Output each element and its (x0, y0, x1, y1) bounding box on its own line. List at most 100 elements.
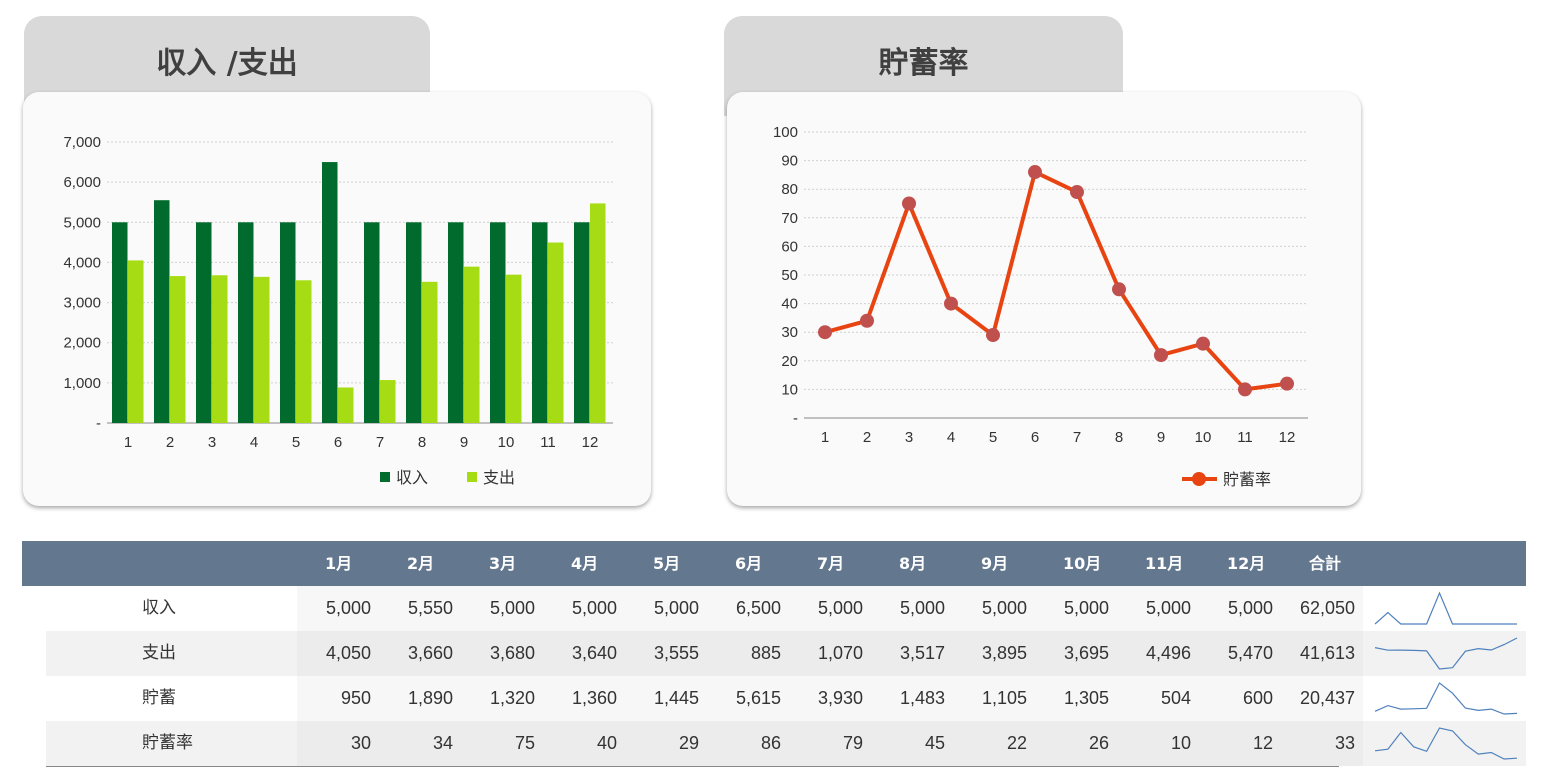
table-cell: 3,660 (407, 643, 453, 663)
line-x-tick-label: 1 (821, 429, 829, 446)
table-cell: 5,000 (1063, 598, 1109, 618)
table-cell: 40 (596, 733, 617, 753)
bar-income-1 (112, 222, 128, 423)
bar-expense-3 (212, 275, 228, 423)
table-cell: 33 (1334, 733, 1355, 753)
line-y-tick-label: 70 (781, 210, 798, 227)
line-x-tick-label: 10 (1195, 429, 1212, 446)
line-x-tick-label: 4 (947, 429, 955, 446)
savings-rate-point-6 (1028, 165, 1042, 180)
table-cell: 5,000 (981, 598, 1027, 618)
line-legend-label: 貯蓄率 (1223, 470, 1271, 489)
line-y-tick-label: 60 (781, 238, 798, 255)
table-cell: 1,360 (571, 688, 617, 708)
table-cell: 5,000 (325, 598, 371, 618)
table-header-month-4: 4月 (571, 554, 599, 573)
table-cell: 34 (432, 733, 453, 753)
table-header-month-9: 9月 (981, 554, 1009, 573)
table-cell: 885 (750, 643, 781, 663)
bar-y-tick-label: 2,000 (63, 335, 101, 352)
table-cell: 4,050 (325, 643, 371, 663)
table-cell: 5,550 (407, 598, 453, 618)
line-y-tick-label: 30 (781, 324, 798, 341)
line-y-tick-label: 20 (781, 353, 798, 370)
bar-y-tick-label: 1,000 (63, 375, 101, 392)
line-x-tick-label: 12 (1279, 429, 1296, 446)
bar-legend-label: 収入 (396, 468, 428, 487)
table-cell: 86 (760, 733, 781, 753)
table-cell: 5,000 (1227, 598, 1273, 618)
bar-y-tick-label: 7,000 (63, 134, 101, 151)
sparkline (1374, 591, 1517, 625)
table-cell: 1,070 (817, 643, 863, 663)
savings-rate-point-11 (1238, 382, 1252, 397)
table-header-month-7: 7月 (817, 554, 845, 573)
bar-x-tick-label: 11 (540, 434, 556, 451)
bar-expense-10 (506, 274, 522, 423)
bar-y-tick-label: - (96, 415, 101, 432)
table-cell: 1,483 (899, 688, 945, 708)
table-cell: 5,000 (899, 598, 945, 618)
table-cell: 29 (678, 733, 699, 753)
savings-rate-line (824, 170, 1288, 392)
row-values-area (297, 721, 1363, 766)
table-cell: 62,050 (1299, 598, 1355, 618)
bar-x-tick-label: 9 (460, 434, 468, 451)
table-cell: 12 (1252, 733, 1273, 753)
savings-rate-point-8 (1112, 282, 1126, 297)
bar-y-tick-label: 5,000 (63, 214, 101, 231)
table-bottom-border (46, 766, 1339, 767)
table-cell: 504 (1160, 688, 1191, 708)
line-y-tick-label: 100 (773, 124, 798, 141)
bar-expense-2 (170, 276, 186, 423)
table-header-total: 合計 (1309, 554, 1342, 573)
bar-income-10 (490, 222, 506, 423)
table-cell: 5,470 (1227, 643, 1273, 663)
table-cell: 3,555 (653, 643, 699, 663)
table-cell: 5,000 (653, 598, 699, 618)
line-x-tick-label: 8 (1115, 429, 1123, 446)
table-cell: 5,000 (489, 598, 535, 618)
bar-expense-9 (464, 266, 480, 423)
bar-income-11 (532, 222, 548, 423)
line-x-tick-label: 6 (1031, 429, 1039, 446)
table-header-month-2: 2月 (407, 554, 435, 573)
sparkline-path (1374, 637, 1518, 670)
table-cell: 1,305 (1063, 688, 1109, 708)
table-row: 貯蓄率 30 34 75 40 29 86 79 45 22 26 10 12 33 (46, 721, 1526, 766)
bar-x-tick-label: 3 (208, 434, 216, 451)
table-cell: 45 (924, 733, 945, 753)
bar-expense-4 (254, 276, 270, 423)
sparkline-path (1374, 727, 1518, 760)
savings-rate-point-5 (986, 328, 1000, 343)
line-y-tick-label: 50 (781, 267, 798, 284)
table-header-month-1: 1月 (325, 554, 353, 573)
table-cell: 30 (350, 733, 371, 753)
bar-income-12 (574, 222, 590, 423)
savings-rate-point-9 (1154, 348, 1168, 363)
savings-rate-chart-title: 貯蓄率 (878, 46, 969, 81)
bar-income-7 (364, 222, 380, 423)
bar-expense-12 (590, 203, 606, 423)
bar-y-tick-label: 3,000 (63, 295, 101, 312)
income-expense-chart: -1,000 2,000 3,000 4,000 5,000 6,000 7,000 1 2 3 4… (23, 92, 651, 506)
bar-x-tick-label: 7 (376, 434, 384, 451)
bar-legend-swatch (380, 472, 390, 482)
bar-expense-11 (548, 242, 564, 423)
table-cell: 3,680 (489, 643, 535, 663)
table-cell: 1,445 (653, 688, 699, 708)
table-cell: 5,615 (735, 688, 781, 708)
table-cell: 950 (340, 688, 371, 708)
table-cell: 3,930 (817, 688, 863, 708)
table-cell: 5,000 (571, 598, 617, 618)
savings-rate-point-12 (1280, 376, 1294, 391)
bar-expense-7 (380, 380, 396, 423)
savings-rate-point-10 (1196, 336, 1210, 351)
line-legend-marker (1192, 472, 1206, 486)
table-header: 1月 2月 3月 4月 5月 6月 7月 8月 9月 10月 11月 12月 合計 (22, 541, 1526, 586)
table-cell: 3,895 (981, 643, 1027, 663)
line-y-tick-label: 10 (781, 381, 798, 398)
bar-y-tick-label: 4,000 (63, 254, 101, 271)
